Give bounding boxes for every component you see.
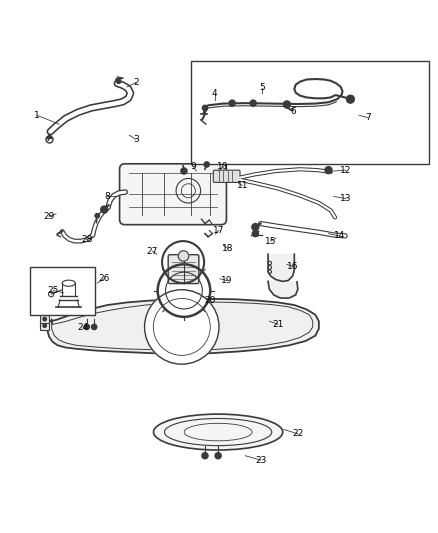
Circle shape — [92, 324, 97, 329]
Text: 9: 9 — [191, 162, 197, 171]
Circle shape — [43, 324, 46, 327]
Bar — [40, 314, 49, 324]
Text: 17: 17 — [213, 225, 225, 235]
Text: 26: 26 — [99, 274, 110, 283]
Circle shape — [202, 106, 208, 110]
Circle shape — [283, 101, 290, 108]
Circle shape — [181, 168, 187, 174]
Bar — [40, 321, 49, 330]
Circle shape — [43, 317, 46, 321]
Text: 1: 1 — [34, 111, 40, 120]
Text: 16: 16 — [287, 262, 298, 271]
Text: 21: 21 — [272, 320, 284, 329]
Circle shape — [229, 100, 235, 106]
Circle shape — [325, 167, 332, 174]
Text: 28: 28 — [81, 235, 92, 244]
Circle shape — [252, 231, 258, 237]
Circle shape — [202, 453, 208, 459]
Text: 6: 6 — [290, 107, 297, 116]
Polygon shape — [268, 254, 294, 281]
Polygon shape — [47, 299, 319, 354]
Polygon shape — [268, 281, 298, 298]
Circle shape — [178, 251, 189, 261]
Text: 13: 13 — [340, 194, 352, 203]
Text: 5: 5 — [259, 83, 265, 92]
Text: 7: 7 — [365, 113, 371, 122]
FancyBboxPatch shape — [120, 164, 226, 225]
Text: 20: 20 — [205, 296, 216, 305]
Text: 24: 24 — [78, 324, 89, 332]
Text: 14: 14 — [334, 231, 345, 240]
Text: 11: 11 — [237, 181, 248, 190]
Circle shape — [145, 290, 219, 364]
Text: 10: 10 — [217, 162, 228, 171]
Circle shape — [252, 223, 259, 231]
Text: 23: 23 — [255, 456, 266, 465]
Ellipse shape — [153, 414, 283, 450]
Circle shape — [204, 162, 209, 167]
Circle shape — [250, 100, 256, 106]
Bar — [191, 61, 429, 164]
FancyBboxPatch shape — [168, 255, 199, 284]
Text: 27: 27 — [147, 247, 158, 256]
Text: 15: 15 — [265, 237, 276, 246]
Circle shape — [84, 324, 89, 329]
Text: 18: 18 — [222, 244, 233, 253]
Circle shape — [346, 95, 354, 103]
Circle shape — [101, 206, 108, 213]
Text: 8: 8 — [104, 192, 110, 201]
Bar — [30, 268, 95, 314]
Text: 19: 19 — [221, 276, 233, 285]
FancyBboxPatch shape — [213, 170, 240, 182]
Text: 22: 22 — [292, 429, 304, 438]
Text: 4: 4 — [212, 89, 217, 98]
Text: 2: 2 — [133, 78, 138, 87]
Circle shape — [95, 214, 99, 218]
Circle shape — [215, 453, 221, 459]
Text: 12: 12 — [340, 166, 352, 175]
Text: 29: 29 — [43, 212, 55, 221]
Circle shape — [117, 79, 121, 84]
Text: 25: 25 — [48, 286, 59, 295]
Text: 3: 3 — [133, 135, 139, 144]
